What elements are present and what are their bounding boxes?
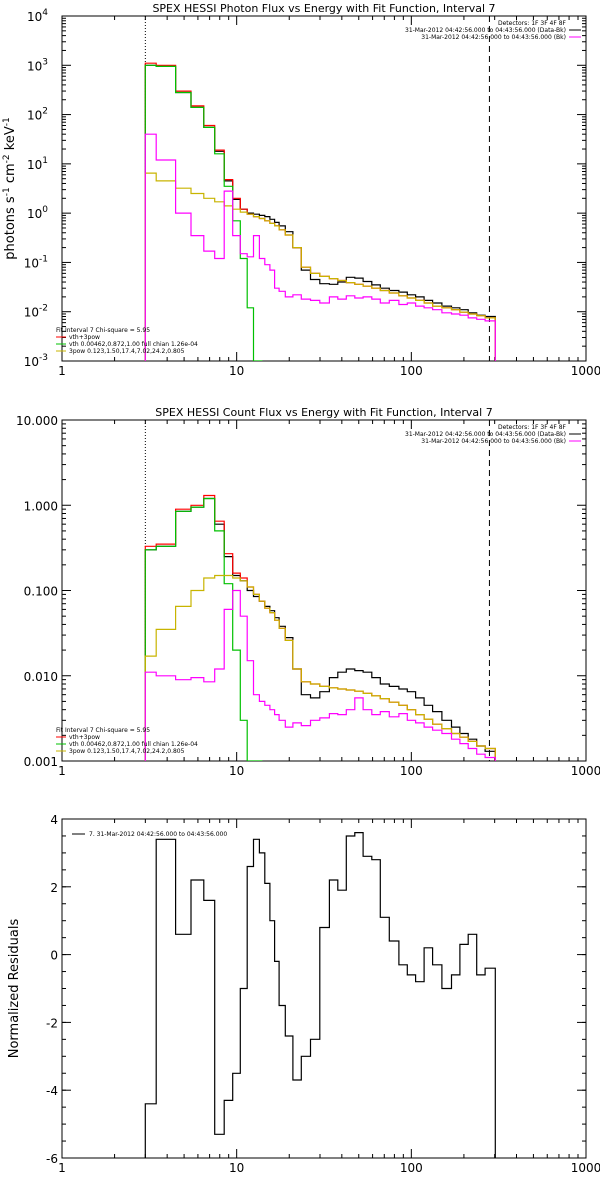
label-text: photons s [3, 196, 18, 260]
y-axis-label: photons s-1 cm-2 keV-1 [2, 117, 18, 259]
legend-entry: Detectors: 1F 3F 4F 8F [498, 424, 567, 431]
series-line-3 [144, 497, 263, 761]
y-tick-label: 102 [27, 107, 48, 123]
x-tick-label: 1000 [571, 364, 600, 378]
panel-3: 1 10 100 1000 -6 -4 -2 0 2 4 Normalized Residuals 7… [7, 813, 600, 1175]
y-tick-label: 10.000 [16, 414, 58, 428]
tick-base: 10 [24, 355, 39, 369]
series-group [144, 494, 496, 761]
x-tick-label: 100 [400, 1161, 423, 1175]
legend-entry: Detectors: 1F 3F 4F 8F [498, 20, 567, 27]
x-tick-label: 1 [58, 364, 66, 378]
legend-entry: vth 0.00462,0.872,1.00 full chian 1.26e-… [69, 741, 198, 748]
y-axis-label: Normalized Residuals [7, 919, 22, 1059]
tick-base: 10 [24, 306, 39, 320]
y-tick-label: 10-1 [24, 254, 48, 270]
label-superscript: -1 [2, 187, 12, 196]
y-tick-label: 104 [27, 8, 48, 24]
x-tick-label: 1000 [571, 764, 600, 778]
y-tick-label: 103 [27, 57, 48, 73]
series-group [144, 62, 496, 361]
y-tick-label: -2 [46, 1016, 58, 1030]
series-line-5 [144, 589, 496, 761]
y-tick-label: 100 [27, 205, 48, 221]
panel-2: SPEX HESSI Count Flux vs Energy with Fit… [16, 406, 600, 778]
legend-entry: 3pow 0.123,1.50,17.4,7.02,24.2,0.805 [69, 348, 185, 355]
y-tick-label: 0.100 [24, 585, 58, 599]
series-line-4 [144, 574, 496, 761]
x-tick-label: 100 [400, 764, 423, 778]
tick-base: 10 [24, 256, 39, 270]
legend-entry: Fit Interval 7 Chi-square = 5.95 [56, 327, 150, 334]
x-tick-label: 1 [58, 764, 66, 778]
x-tick-label: 10 [229, 364, 244, 378]
tick-base: 10 [27, 59, 42, 73]
tick-exponent: 4 [42, 8, 48, 18]
series-line-5 [144, 133, 496, 361]
legend-entry: 31-Mar-2012 04:42:56.000 to 04:43:56.000… [421, 34, 566, 41]
tick-base: 10 [27, 10, 42, 24]
series-group [144, 832, 496, 1158]
x-tick-label: 100 [400, 364, 423, 378]
series-line-1 [144, 832, 496, 1158]
tick-base: 10 [27, 207, 42, 221]
tick-exponent: -1 [39, 254, 48, 264]
label-superscript: -1 [2, 117, 12, 126]
y-tick-label: 10-3 [24, 353, 48, 369]
x-tick-label: 10 [229, 1161, 244, 1175]
y-tick-label: 0.001 [24, 755, 58, 769]
tick-exponent: 2 [42, 107, 48, 117]
legend-entry: 3pow 0.123,1.50,17.4,7.02,24.2,0.805 [69, 748, 185, 755]
panel-1: SPEX HESSI Photon Flux vs Energy with Fi… [2, 2, 600, 378]
tick-exponent: 3 [42, 57, 48, 67]
y-tick-label: 1.000 [24, 499, 58, 513]
y-tick-label: 2 [50, 881, 58, 895]
tick-exponent: -3 [39, 353, 48, 363]
legend-entry: vth+3pow [69, 334, 100, 341]
legend-entry: Fit Interval 7 Chi-square = 5.95 [56, 727, 150, 734]
x-tick-label: 1000 [571, 1161, 600, 1175]
tick-exponent: -2 [39, 304, 48, 314]
series-line-2 [144, 494, 496, 761]
x-tick-label: 10 [229, 764, 244, 778]
series-line-3 [144, 64, 263, 361]
chart-title: SPEX HESSI Count Flux vs Energy with Fit… [155, 406, 492, 419]
tick-base: 10 [27, 158, 42, 172]
legend-entry: vth+3pow [69, 734, 100, 741]
y-tick-label: 101 [27, 156, 48, 172]
legend-entry: 31-Mar-2012 04:42:56.000 to 04:43:56.000… [421, 438, 566, 445]
y-tick-label: 10-2 [24, 304, 48, 320]
plot-frame [61, 818, 587, 1159]
legend-entry: 7. 31-Mar-2012 04:42:56.000 to 04:43:56.… [89, 831, 227, 838]
series-line-4 [144, 172, 496, 361]
chart-title: SPEX HESSI Photon Flux vs Energy with Fi… [152, 2, 495, 15]
y-tick-label: -6 [46, 1152, 58, 1166]
plot-frame [61, 419, 587, 762]
series-line-1 [144, 497, 496, 761]
tick-exponent: 0 [42, 205, 48, 215]
legend-entry: 31-Mar-2012 04:42:56.000 to 04:43:56.000… [405, 431, 566, 438]
tick-exponent: 1 [42, 156, 48, 166]
legend-entry: 31-Mar-2012 04:42:56.000 to 04:43:56.000… [405, 27, 566, 34]
series-line-1 [144, 64, 496, 361]
y-tick-label: 0.010 [24, 670, 58, 684]
y-tick-label: 4 [50, 813, 58, 827]
x-tick-label: 1 [58, 1161, 66, 1175]
legend-entry: vth 0.00462,0.872,1.00 full chian 1.26e-… [69, 341, 198, 348]
label-text: keV [3, 126, 18, 154]
plot-frame [61, 15, 587, 362]
y-tick-label: 0 [50, 949, 58, 963]
tick-base: 10 [27, 109, 42, 123]
y-tick-label: -4 [46, 1084, 58, 1098]
label-text: cm [3, 163, 18, 187]
label-superscript: -2 [2, 154, 12, 163]
